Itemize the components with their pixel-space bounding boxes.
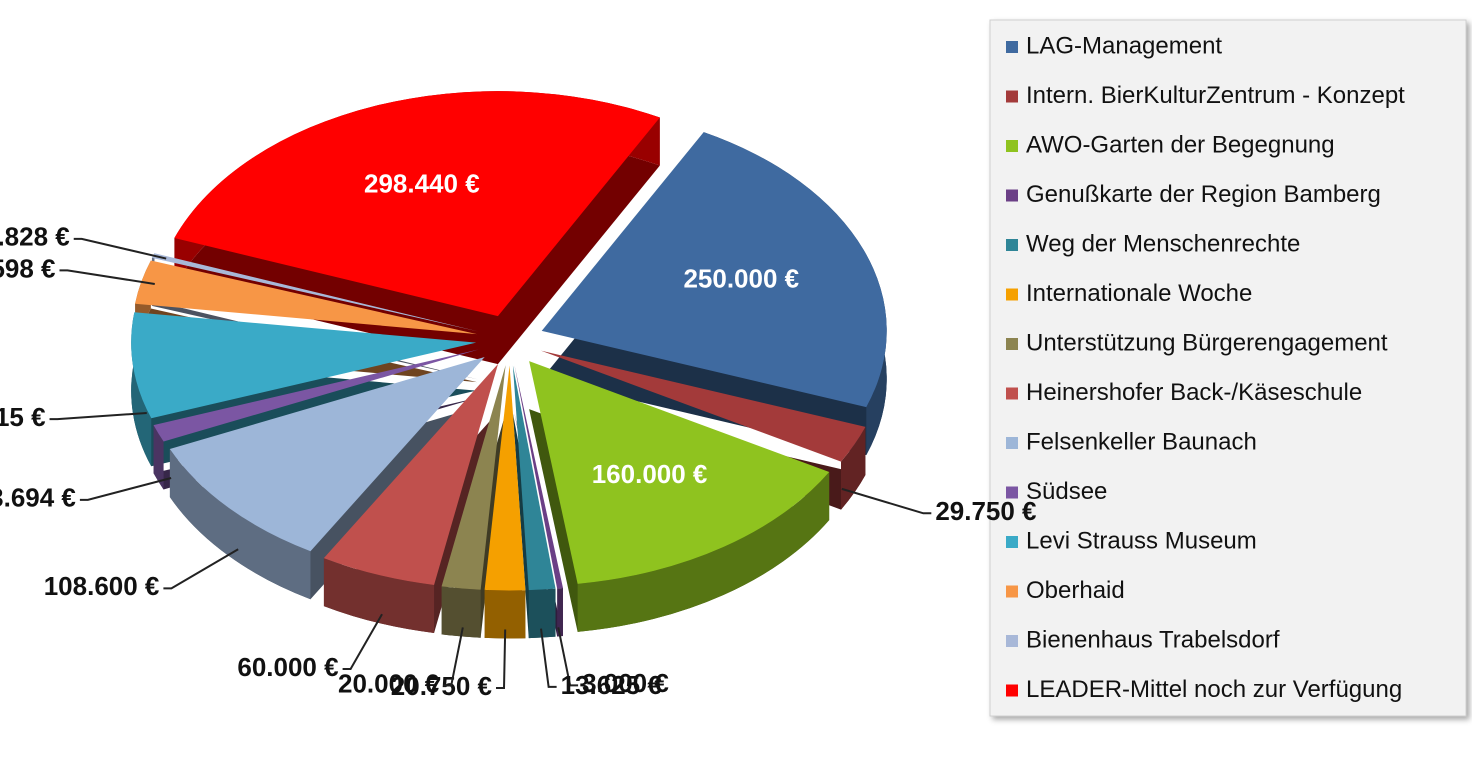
leader-line [49,412,147,421]
data-label: 298.440 € [364,169,480,199]
slice-side [131,312,152,467]
data-label: 60.000 € [237,652,338,682]
slice [541,132,887,408]
legend-label: Felsenkeller Baunach [1026,428,1257,455]
legend-swatch [1006,437,1018,449]
slice [135,260,477,335]
legend-swatch [1006,387,1018,400]
slice [540,350,866,462]
legend-label: Bienenhaus Trabelsdorf [1026,626,1280,653]
slice-side [577,472,830,632]
data-label: 3.828 € [0,222,70,252]
slice-side [557,588,563,637]
data-label: 108.600 € [44,571,160,601]
data-label: 29.750 € [935,496,1036,526]
data-label: 13.694 € [0,483,76,513]
legend-label: Weg der Menschenrechte [1026,230,1300,257]
leader-line [841,487,932,515]
slice [174,91,660,317]
slice-side [153,425,164,490]
legend-label: AWO-Garten der Begegnung [1026,131,1335,158]
data-label: 20.000 € [338,668,439,698]
leader-line [540,628,557,688]
slice-side [484,589,526,639]
data-label: 250.000 € [683,263,799,293]
slice [512,365,556,591]
legend-swatch [1006,585,1018,598]
legend-swatch [1006,635,1018,647]
legend: LAG-Management Intern. BierKulturZentrum … [1006,32,1405,703]
slice [151,253,478,332]
legend-label: Heinershofer Back-/Käseschule [1026,379,1362,406]
slice [131,312,477,419]
leader-line [557,627,579,687]
legend-swatch [1006,41,1018,53]
legend-swatch [1006,239,1018,251]
leader-line [163,548,239,590]
legend-label: LEADER-Mittel noch zur Verfügung [1026,676,1402,703]
legend-swatch [1006,486,1018,499]
leader-line [79,477,172,501]
slice [153,349,479,442]
slice [484,365,526,591]
slice-side [441,586,481,638]
leader-line [443,627,464,687]
legend-label: Südsee [1026,478,1107,505]
data-label: 160.000 € [592,459,708,489]
slice-side [528,588,556,639]
data-label: 34.598 € [0,253,56,283]
legend-label: Unterstützung Bürgerengagement [1026,329,1388,356]
slice [169,357,485,552]
legend-swatch [1006,684,1018,697]
legend-swatch [1006,288,1018,301]
legend-swatch [1006,189,1018,202]
legend-label: Levi Strauss Museum [1026,527,1257,554]
legend-box [989,19,1467,717]
legend-label: Oberhaid [1026,577,1125,604]
legend-swatch [1006,338,1018,350]
pie [131,91,887,639]
slice [323,363,499,585]
slice-side [169,448,311,600]
legend-swatch [1006,90,1018,103]
legend-label: Internationale Woche [1026,280,1252,307]
legend-label: Intern. BierKulturZentrum - Konzept [1026,82,1405,109]
slice-side [841,426,866,510]
leader-line [73,237,167,260]
data-label: 13.625 € [561,670,662,700]
legend-swatch [1006,140,1018,152]
legend-swatch [1006,536,1018,548]
slice [514,365,563,589]
leader-line [59,269,155,285]
data-label: 3.000 € [582,668,669,698]
slice [441,365,506,590]
leader-line [496,629,507,689]
legend-label: LAG-Management [1026,32,1222,59]
slice [529,361,830,584]
data-labels: 250.000 € 29.750 € 160.000 € 3.000 €13.625 … [0,169,1037,701]
legend-label: Genußkarte der Region Bamberg [1026,181,1381,208]
data-label: 83.715 € [0,402,46,432]
data-label: 20.750 € [391,671,492,701]
slice-side [323,558,435,633]
leader-line [342,613,383,670]
